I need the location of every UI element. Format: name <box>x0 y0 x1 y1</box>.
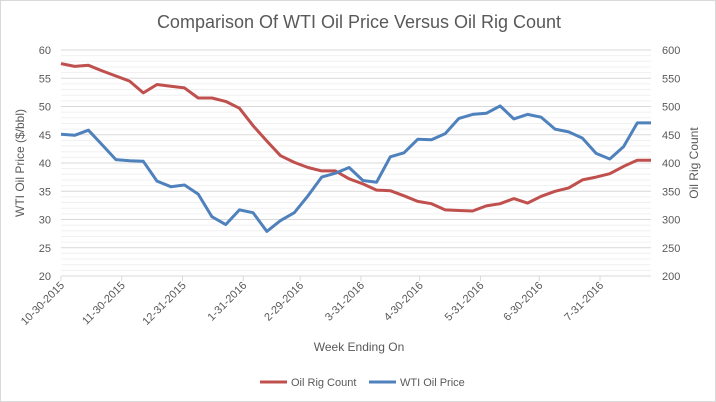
x-tick-label: 5-31-2016 <box>443 280 487 324</box>
series-lines <box>60 62 651 233</box>
y2-tick-label: 200 <box>662 271 680 283</box>
y2-tick-label: 550 <box>662 73 680 85</box>
left-axis-ticks: 20 25 30 35 40 45 50 55 60 <box>39 45 51 283</box>
chart-title: Comparison Of WTI Oil Price Versus Oil R… <box>157 12 561 32</box>
y2-tick-label: 600 <box>662 45 680 57</box>
y-tick-label: 60 <box>39 45 51 57</box>
y-tick-label: 45 <box>39 130 51 142</box>
y2-axis-title: Oil Rig Count <box>687 127 701 199</box>
y-tick-label: 50 <box>39 102 51 114</box>
x-tick-label: 2-29-2016 <box>262 280 306 324</box>
rig-count-line <box>60 62 651 213</box>
x-tick-label: 6-30-2016 <box>501 280 545 324</box>
x-tick-label: 3-31-2016 <box>323 280 367 324</box>
y-tick-label: 30 <box>39 215 51 227</box>
y2-tick-label: 300 <box>662 215 680 227</box>
x-axis-title: Week Ending On <box>314 340 405 354</box>
y-tick-label: 40 <box>39 158 51 170</box>
y2-tick-label: 400 <box>662 158 680 170</box>
y-tick-label: 35 <box>39 186 51 198</box>
y-tick-label: 25 <box>39 243 51 255</box>
wti-price-line <box>60 104 651 233</box>
y2-tick-label: 450 <box>662 130 680 142</box>
legend-label-wti-price: WTI Oil Price <box>400 377 465 389</box>
y2-tick-label: 500 <box>662 102 680 114</box>
right-axis-ticks: 200 250 300 350 400 450 500 550 600 <box>662 45 680 283</box>
x-tick-label: 7-31-2016 <box>562 280 606 324</box>
x-tick-label: 4-30-2016 <box>382 280 426 324</box>
y2-tick-label: 350 <box>662 186 680 198</box>
y-tick-label: 55 <box>39 73 51 85</box>
x-tick-label: 1-31-2016 <box>205 280 249 324</box>
legend-label-rig-count: Oil Rig Count <box>291 377 356 389</box>
gridlines <box>61 49 651 277</box>
x-axis-ticks: 10-30-2015 11-30-2015 12-31-2015 1-31-2016 2… <box>19 275 651 328</box>
y-axis-title: WTI Oil Price ($/bbl) <box>13 109 27 217</box>
x-tick-label: 10-30-2015 <box>19 280 67 328</box>
x-tick-label: 12-31-2015 <box>140 280 188 328</box>
legend: Oil Rig Count WTI Oil Price <box>260 377 465 389</box>
x-tick-label: 11-30-2015 <box>80 280 128 328</box>
y2-tick-label: 250 <box>662 243 680 255</box>
y-tick-label: 20 <box>39 271 51 283</box>
